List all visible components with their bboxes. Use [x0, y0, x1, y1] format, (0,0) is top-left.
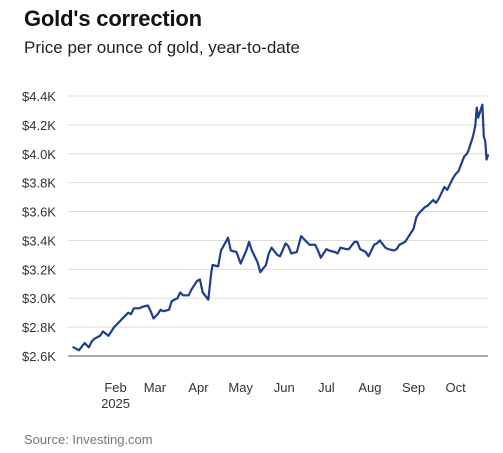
- x-tick-label-feb: Feb: [104, 380, 126, 395]
- y-tick-label-3000: $3.0K: [22, 291, 56, 306]
- y-tick-label-2800: $2.8K: [22, 320, 56, 335]
- source-note: Source: Investing.com: [24, 432, 153, 447]
- x-tick-label-mar: Mar: [144, 380, 167, 395]
- price-series-line: [72, 103, 490, 352]
- y-tick-label-4200: $4.2K: [22, 118, 56, 133]
- y-tick-label-3800: $3.8K: [22, 176, 56, 191]
- chart-subtitle: Price per ounce of gold, year-to-date: [24, 38, 300, 57]
- chart-title: Gold's correction: [24, 6, 202, 31]
- x-tick-label-may: May: [228, 380, 253, 395]
- x-tick-label-apr: Apr: [188, 380, 209, 395]
- gridlines: [68, 95, 488, 357]
- y-tick-label-4000: $4.0K: [22, 147, 56, 162]
- y-tick-label-3200: $3.2K: [22, 262, 56, 277]
- x-tick-label-jun: Jun: [274, 380, 295, 395]
- y-tick-label-4400: $4.4K: [22, 89, 56, 104]
- x-tick-label-sep: Sep: [402, 380, 425, 395]
- y-tick-label-2600: $2.6K: [22, 349, 56, 364]
- y-axis-ticks: $2.6K $2.8K $3.0K $3.2K $3.4K $3.6K $3.8K $4.0K…: [22, 89, 56, 364]
- x-tick-year-label: 2025: [101, 396, 130, 411]
- x-tick-label-aug: Aug: [358, 380, 381, 395]
- x-tick-label-jul: Jul: [318, 380, 335, 395]
- y-tick-label-3600: $3.6K: [22, 205, 56, 220]
- series-layer: [72, 103, 490, 352]
- x-tick-label-oct: Oct: [446, 380, 467, 395]
- y-tick-label-3400: $3.4K: [22, 233, 56, 248]
